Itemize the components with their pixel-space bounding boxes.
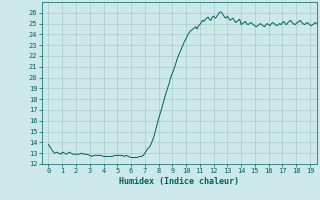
X-axis label: Humidex (Indice chaleur): Humidex (Indice chaleur)	[119, 177, 239, 186]
